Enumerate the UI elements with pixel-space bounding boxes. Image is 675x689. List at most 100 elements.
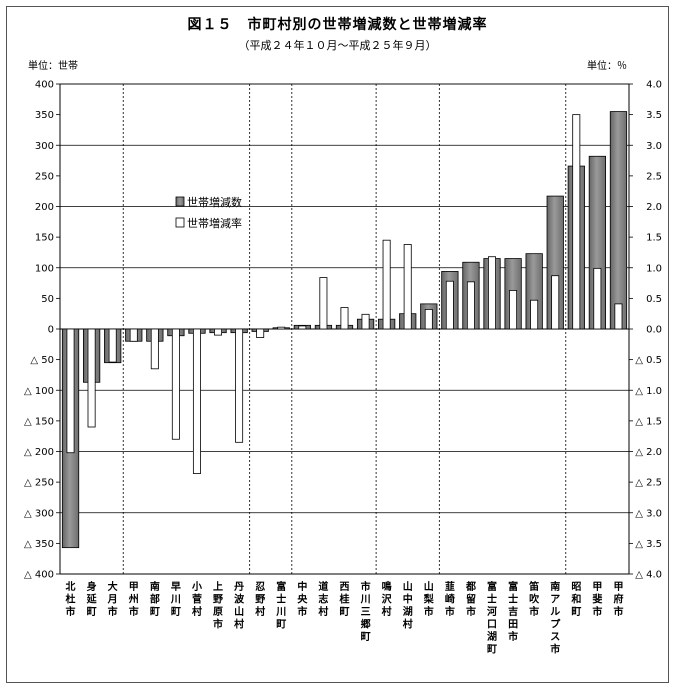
right-tick-label: 2.5 (646, 171, 662, 182)
category-label: 中央市 (297, 580, 308, 618)
category-label: 市川三郷町 (360, 580, 371, 643)
right-tick-label: △ 3.0 (635, 508, 662, 519)
legend-label-rate: 世帯増減率 (187, 216, 242, 230)
left-tick-label: △ 250 (24, 478, 54, 489)
category-label: 大月市 (107, 580, 118, 618)
category-label: 道志村 (318, 580, 328, 618)
category-label: 南部町 (150, 580, 160, 618)
category-label: 忍野村 (255, 581, 265, 618)
right-tick-label: 0.0 (646, 325, 662, 336)
left-tick-label: 50 (41, 294, 54, 305)
category-label: 富士川町 (275, 580, 286, 631)
category-label: 韮崎市 (445, 580, 455, 618)
left-tick-label: △ 50 (30, 355, 54, 366)
category-label: 西桂町 (339, 581, 350, 618)
rate-bar (87, 328, 96, 428)
left-tick-label: 400 (35, 80, 54, 91)
right-tick-label: 3.5 (646, 110, 662, 121)
right-tick-label: △ 2.5 (635, 478, 662, 489)
rate-bar (214, 328, 223, 336)
legend-label-count: 世帯増減数 (187, 195, 242, 209)
right-tick-label: 0.5 (646, 294, 662, 305)
rate-bar (66, 328, 75, 454)
right-tick-label: △ 3.5 (635, 539, 662, 550)
category-label: 笛吹市 (528, 580, 539, 618)
chart-frame (6, 6, 669, 683)
right-tick-label: △ 4.0 (635, 570, 662, 581)
category-label: 昭和町 (570, 581, 581, 618)
rate-bar (382, 239, 391, 330)
legend-swatch-rate (175, 217, 185, 228)
right-tick-label: △ 0.5 (635, 355, 662, 366)
category-label: 富士河口湖町 (487, 580, 497, 656)
rate-bar (551, 275, 560, 330)
rate-bar (340, 307, 349, 330)
category-label: 鳴沢村 (382, 580, 393, 618)
left-tick-label: 250 (35, 171, 54, 182)
left-tick-label: △ 300 (24, 508, 54, 519)
chart-title: 図１５ 市町村別の世帯増減数と世帯増減率 (187, 17, 488, 33)
left-tick-label: 200 (35, 202, 54, 213)
rate-bar (192, 328, 201, 474)
right-tick-label: 1.5 (646, 233, 662, 244)
category-label: 富士吉田市 (508, 580, 518, 643)
category-label: 上野原市 (213, 580, 223, 631)
rate-bar (319, 277, 328, 330)
left-tick-label: △ 350 (24, 539, 54, 550)
rate-bar (466, 281, 475, 330)
count-bar (609, 111, 628, 330)
rate-bar (298, 325, 307, 330)
rate-bar (572, 114, 581, 330)
tick-labels: △ 400 △ 350 △ 300 △ 250 △ 200 △ 150 △ 100 △ 50 0… (24, 80, 662, 581)
category-label: 早川町 (170, 581, 181, 618)
category-label: 丹波山村 (234, 581, 245, 631)
legend-swatch-count (175, 196, 185, 207)
rate-bar (235, 328, 244, 443)
left-tick-label: △ 100 (24, 386, 54, 397)
category-label: 山中湖村 (403, 580, 413, 631)
rate-bar (593, 267, 602, 330)
right-axis-unit: 単位：％ (587, 61, 627, 72)
category-label: 南アルプス市 (550, 580, 561, 656)
category-label: 甲斐市 (592, 581, 603, 618)
bars (61, 111, 628, 549)
right-tick-label: △ 2.0 (635, 447, 662, 458)
right-tick-label: 3.0 (646, 141, 662, 152)
rate-bar (424, 308, 433, 330)
category-label: 身延町 (86, 580, 98, 618)
category-label: 甲府市 (613, 581, 623, 618)
rate-bar (488, 256, 496, 330)
left-tick-label: 300 (35, 141, 54, 152)
right-tick-label: △ 1.5 (635, 416, 662, 427)
rate-bar (129, 328, 138, 342)
category-label: 小菅村 (191, 580, 202, 618)
rate-bar (171, 328, 180, 440)
category-label: 都留市 (465, 580, 476, 618)
rate-bar (361, 313, 370, 330)
rate-bar (614, 303, 623, 330)
right-tick-label: 4.0 (646, 80, 662, 91)
rate-bar (403, 244, 412, 330)
rate-bar (256, 328, 265, 338)
left-tick-label: △ 400 (24, 570, 54, 581)
right-tick-label: 1.0 (646, 263, 662, 274)
left-tick-label: 0 (48, 325, 54, 336)
rate-bar (530, 299, 539, 330)
left-tick-label: 100 (35, 263, 54, 274)
category-label: 山梨市 (423, 580, 435, 618)
rate-bar (445, 280, 454, 330)
rate-bar (108, 328, 117, 363)
left-tick-label: 350 (35, 110, 54, 121)
left-tick-label: 150 (35, 233, 54, 244)
right-tick-label: 2.0 (646, 202, 662, 213)
left-tick-label: △ 200 (24, 447, 54, 458)
category-label: 甲州市 (128, 581, 139, 618)
rate-bar (150, 328, 159, 370)
category-label: 北杜市 (66, 580, 76, 618)
rate-bar (277, 326, 286, 330)
right-tick-label: △ 1.0 (635, 386, 662, 397)
left-tick-label: △ 150 (24, 416, 54, 427)
